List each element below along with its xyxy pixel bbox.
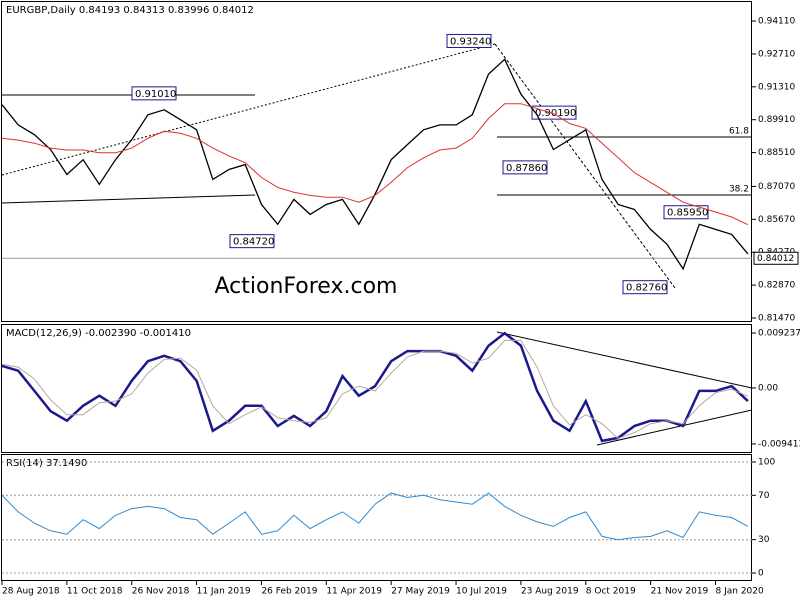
y-tick-label: 0.81470 [758,314,795,324]
y-tick-label: 0.88510 [758,148,795,158]
last-price-label: 0.84012 [757,254,794,264]
y-tick-label: 0 [758,569,764,579]
annotation-box [131,86,177,101]
y-tick-label: 100 [758,457,775,467]
trend-line [1,43,496,176]
macd-trend-line [596,409,753,446]
series-line [1,103,749,226]
annotation-box [663,205,709,220]
annotation-box [531,105,577,120]
y-tick-label: 0.91310 [758,82,795,92]
x-tick-label: 27 May 2019 [391,587,450,597]
annotation-box [622,280,668,295]
x-tick-label: 11 Oct 2018 [67,587,123,597]
x-tick-label: 26 Feb 2019 [261,587,317,597]
x-tick-label: 21 Nov 2019 [651,587,709,597]
y-tick-label: 0.009237 [758,328,800,338]
y-tick-label: 0.94110 [758,17,795,27]
annotation-label: 0.84720 [233,237,274,248]
series-line [1,339,749,440]
y-tick-label: 70 [758,491,770,501]
annotation-box [502,160,548,175]
macd-trend-line [496,331,753,389]
rsi-title: RSI(14) 37.1490 [6,458,87,469]
annotation-label: 0.85950 [667,208,708,219]
y-tick-label: 0.87070 [758,182,795,192]
series-line [1,492,749,541]
channel-line [1,194,256,204]
x-tick-label: 26 Nov 2018 [132,587,190,597]
x-tick-label: 8 Jan 2020 [716,587,764,597]
x-tick-label: 8 Oct 2019 [586,587,636,597]
y-tick-label: 30 [758,535,770,545]
annotation-label: 0.87860 [506,163,547,174]
annotation-box [446,33,492,48]
y-tick-label: 0.85670 [758,215,795,225]
x-tick-label: 11 Jan 2019 [197,587,251,597]
y-tick-label: -0.009413 [758,439,800,449]
macd-title: MACD(12,26,9) -0.002390 -0.001410 [6,328,191,339]
series-line [1,331,749,443]
watermark: ActionForex.com [215,274,398,299]
annotation-label: 0.91010 [135,89,176,100]
series-line [1,58,749,271]
annotation-label: 0.82760 [626,283,667,294]
annotation-label: 0.90190 [535,108,576,119]
fib-label: 38.2 [729,185,749,195]
x-tick-label: 28 Aug 2018 [2,587,60,597]
x-tick-label: 11 Apr 2019 [326,587,382,597]
last-price-box [753,251,799,265]
chart-title: EURGBP,Daily 0.84193 0.84313 0.83996 0.8… [6,5,254,16]
x-tick-label: 23 Aug 2019 [521,587,579,597]
y-tick-label: 0.00 [758,383,778,393]
x-tick-label: 10 Jul 2019 [456,587,507,597]
annotation-box [229,234,275,249]
fib-label: 61.8 [729,127,749,137]
y-tick-label: 0.89910 [758,115,795,125]
y-tick-label: 0.92710 [758,49,795,59]
y-tick-label: 0.82870 [758,281,795,291]
rsi-panel [1,454,752,581]
price-panel [1,1,752,322]
annotation-label: 0.93240 [450,36,491,47]
macd-panel [1,324,752,453]
trend-line [494,43,676,289]
